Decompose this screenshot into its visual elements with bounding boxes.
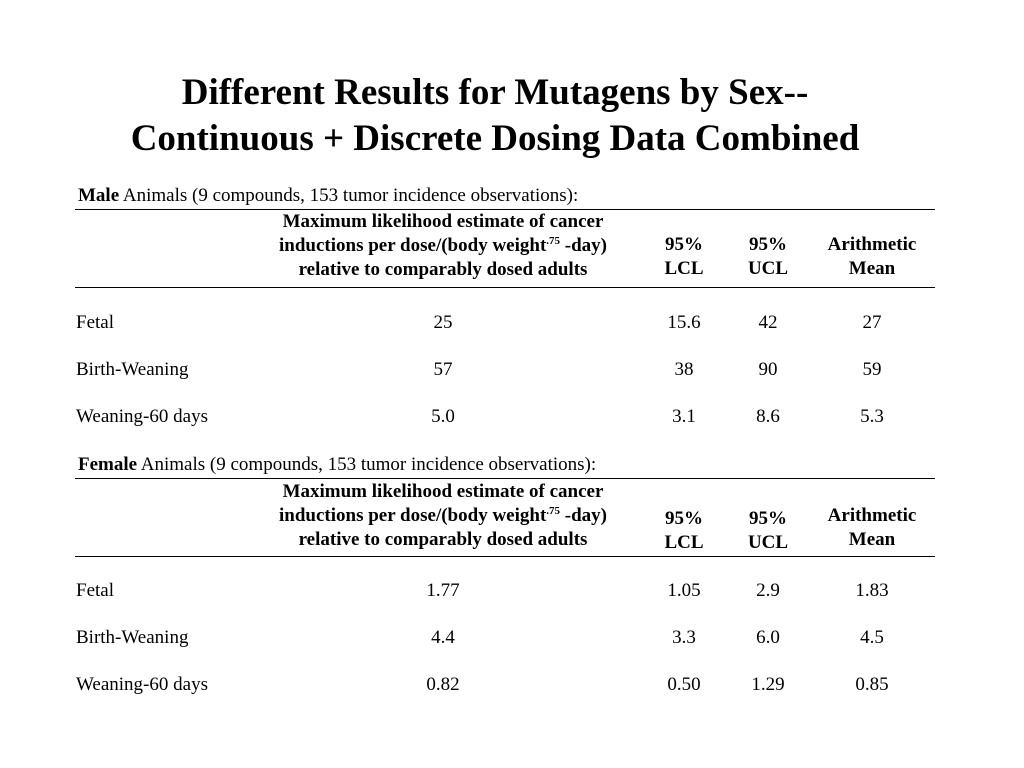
ucl-value: 42 <box>758 312 778 333</box>
title-line-1: Different Results for Mutagens by Sex-- <box>181 72 809 113</box>
male-caption-text: Animals (9 compounds, 153 tumor incidenc… <box>119 185 579 206</box>
row-label: Birth-Weaning <box>76 627 189 648</box>
female-caption-text: Animals (9 compounds, 153 tumor incidenc… <box>137 454 597 475</box>
row-label: Weaning-60 days <box>76 406 208 427</box>
ucl-value: 90 <box>758 359 778 380</box>
female-header-mle: Maximum likelihood estimate of cancer in… <box>278 481 607 550</box>
ucl-value: 1.29 <box>751 674 785 695</box>
male-top-rule <box>75 209 935 210</box>
lcl-value: 15.6 <box>667 312 701 333</box>
mean-value: 5.3 <box>860 406 884 427</box>
mean-value: 27 <box>862 312 882 333</box>
female-header-mean: Arithmetic Mean <box>827 505 917 550</box>
female-header-lcl: 95% LCL <box>664 508 704 553</box>
mean-value: 59 <box>862 359 882 380</box>
ucl-value: 8.6 <box>756 406 780 427</box>
mean-value: 0.85 <box>855 674 889 695</box>
mle-value: 57 <box>433 359 453 380</box>
female-top-rule <box>75 478 935 479</box>
male-label: Male <box>78 185 120 206</box>
lcl-value: 0.50 <box>667 674 701 695</box>
female-label: Female <box>78 454 138 475</box>
row-label: Fetal <box>76 580 114 601</box>
lcl-value: 1.05 <box>667 580 701 601</box>
mean-value: 1.83 <box>855 580 889 601</box>
male-header-mle: Maximum likelihood estimate of cancer in… <box>278 211 607 280</box>
male-header-mean: Arithmetic Mean <box>827 234 917 279</box>
row-label: Weaning-60 days <box>76 674 208 695</box>
ucl-value: 6.0 <box>756 627 780 648</box>
mle-value: 0.82 <box>426 674 460 695</box>
lcl-value: 3.3 <box>672 627 696 648</box>
female-header-ucl: 95% UCL <box>747 508 789 553</box>
male-header-lcl: 95% LCL <box>664 234 704 279</box>
row-label: Birth-Weaning <box>76 359 189 380</box>
mle-value: 25 <box>433 312 453 333</box>
male-header-rule <box>75 287 935 288</box>
mle-value: 1.77 <box>426 580 460 601</box>
male-header-ucl: 95% UCL <box>747 234 789 279</box>
male-section-caption: Male Animals (9 compounds, 153 tumor inc… <box>78 185 578 207</box>
lcl-value: 38 <box>674 359 694 380</box>
mle-value: 4.4 <box>431 627 455 648</box>
mean-value: 4.5 <box>860 627 884 648</box>
lcl-value: 3.1 <box>672 406 696 427</box>
female-section-caption: Female Animals (9 compounds, 153 tumor i… <box>78 454 596 476</box>
ucl-value: 2.9 <box>756 580 780 601</box>
title-line-2: Continuous + Discrete Dosing Data Combin… <box>130 118 860 159</box>
female-header-rule <box>75 556 935 557</box>
mle-value: 5.0 <box>431 406 455 427</box>
row-label: Fetal <box>76 312 114 333</box>
slide-title: Different Results for Mutagens by Sex-- … <box>0 70 990 162</box>
